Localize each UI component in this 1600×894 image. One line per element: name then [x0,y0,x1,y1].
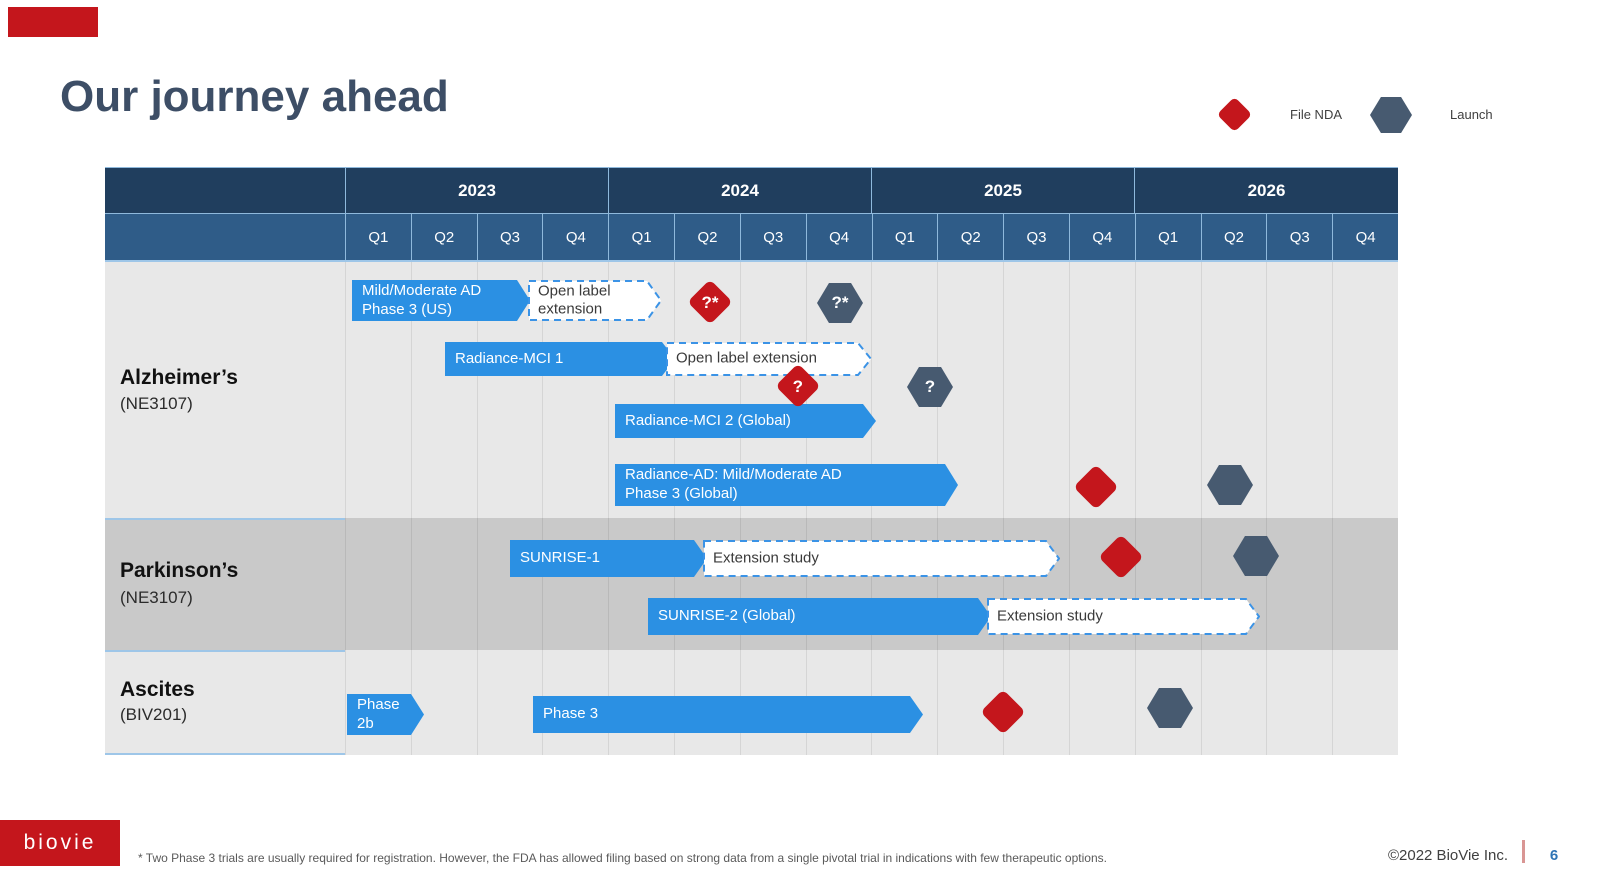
quarter-cell: Q3 [739,214,806,260]
bar-label: Open label extension [676,349,817,367]
marker-glyph: ?* [831,293,849,312]
gridline [937,262,938,755]
year-2025: 2025 [871,168,1134,213]
year-2023: 2023 [345,168,608,213]
quarter-cell: Q3 [476,214,543,260]
bar-label: Radiance-MCI 2 (Global) [625,411,791,429]
gantt-bar-radiance-ad: Radiance-AD: Mild/Moderate AD Phase 3 (G… [615,464,958,506]
row-code-parkinsons: (NE3107) [120,588,193,607]
quarter-cell: Q4 [1068,214,1135,260]
page-number-separator [1522,840,1525,863]
quarter-cell: Q2 [1200,214,1267,260]
quarter-cell: Q4 [805,214,872,260]
gridline [608,262,609,755]
gridline [871,262,872,755]
marker-glyph: ? [924,377,936,396]
gantt-chart-area: Mild/Moderate AD Phase 3 (US) Open label… [105,262,1398,755]
gridline [542,262,543,755]
year-2024: 2024 [608,168,871,213]
row-code-alzheimers: (NE3107) [120,394,193,413]
bar-label: Open label extension [538,281,611,318]
top-left-accent-bar [8,7,98,37]
marker-glyph: ? [792,376,804,396]
quarter-cell: Q4 [542,214,608,260]
timeline-year-header: 2023 2024 2025 2026 [105,167,1398,213]
gridline [1069,262,1070,755]
quarter-cell: Q2 [410,214,477,260]
biovie-logo: biovie [0,820,120,866]
gridline [1135,262,1136,755]
row-divider [105,753,345,755]
header-corner-cell [105,168,345,213]
bar-label: Phase 2b [357,695,400,732]
footnote: * Two Phase 3 trials are usually require… [138,851,1107,865]
marker-glyph: ?* [701,292,719,312]
gantt-bar-extension-study-1: Extension study [703,540,1060,577]
bar-label: Extension study [997,607,1103,625]
row-label-ascites: Ascites [120,678,195,701]
legend-launch-label: Launch [1450,107,1493,122]
gantt-bar-sunrise-2: SUNRISE-2 (Global) [648,598,991,635]
gridline [1201,262,1202,755]
quarter-cell: Q2 [674,214,740,260]
gantt-bar-phase-2b: Phase 2b [347,694,424,735]
timeline-quarter-header: Q1 Q2 Q3 Q4 Q1 Q2 Q3 Q4 Q1 Q2 Q3 Q4 Q1 Q… [105,213,1398,262]
quarter-cell: Q1 [608,214,674,260]
gridline [674,262,675,755]
page-number: 6 [1549,847,1559,864]
gantt-bar-extension-study-2: Extension study [987,598,1260,635]
gantt-bar-radiance-mci-1: Radiance-MCI 1 [445,342,675,376]
gridline [1266,262,1267,755]
quarter-cell: Q3 [1003,214,1069,260]
bar-label: Mild/Moderate AD Phase 3 (US) [362,281,482,318]
gantt-bar-open-label-extension-2: Open label extension [666,342,872,376]
quarter-cell: Q1 [1134,214,1201,260]
gridline [1003,262,1004,755]
year-2026: 2026 [1134,168,1398,213]
legend-file-nda-label: File NDA [1290,107,1343,122]
gridline [345,262,346,755]
copyright-text: ©2022 BioVie Inc. [1387,847,1508,864]
gantt-bar-open-label-extension-1: Open label extension [528,280,662,321]
row-code-ascites: (BIV201) [120,705,188,724]
gridline [411,262,412,755]
page-title: Our journey ahead [60,72,449,121]
biovie-logo-text: biovie [23,831,97,854]
quarter-header-corner-cell [105,214,345,260]
gridline [1332,262,1333,755]
file-nda-diamond-icon [1216,96,1253,133]
bar-label: Radiance-MCI 1 [455,349,564,367]
gantt-bar-phase-3: Phase 3 [533,696,923,733]
row-label-alzheimers: Alzheimer’s [120,366,238,389]
bar-label: Phase 3 [543,705,599,723]
quarter-cell: Q3 [1266,214,1332,260]
bar-label: Radiance-AD: Mild/Moderate AD Phase 3 (G… [625,466,842,502]
row-divider [105,518,345,520]
quarter-cell: Q2 [937,214,1003,260]
bar-label: SUNRISE-2 (Global) [658,607,796,625]
gridline [806,262,807,755]
gantt-bar-radiance-mci-2: Radiance-MCI 2 (Global) [615,404,876,438]
gridline [477,262,478,755]
quarter-cell: Q4 [1332,214,1398,260]
gantt-bar-sunrise-1: SUNRISE-1 [510,540,707,577]
gantt-bar-mild-moderate-ad-phase3-us: Mild/Moderate AD Phase 3 (US) [352,280,530,321]
row-divider [105,650,345,652]
bar-label: SUNRISE-1 [520,549,601,567]
launch-hexagon-icon [1370,97,1412,133]
row-label-parkinsons: Parkinson’s [120,559,239,582]
gridline [740,262,741,755]
bar-label: Extension study [713,549,819,567]
quarter-cell: Q1 [871,214,938,260]
quarter-cell: Q1 [345,214,411,260]
